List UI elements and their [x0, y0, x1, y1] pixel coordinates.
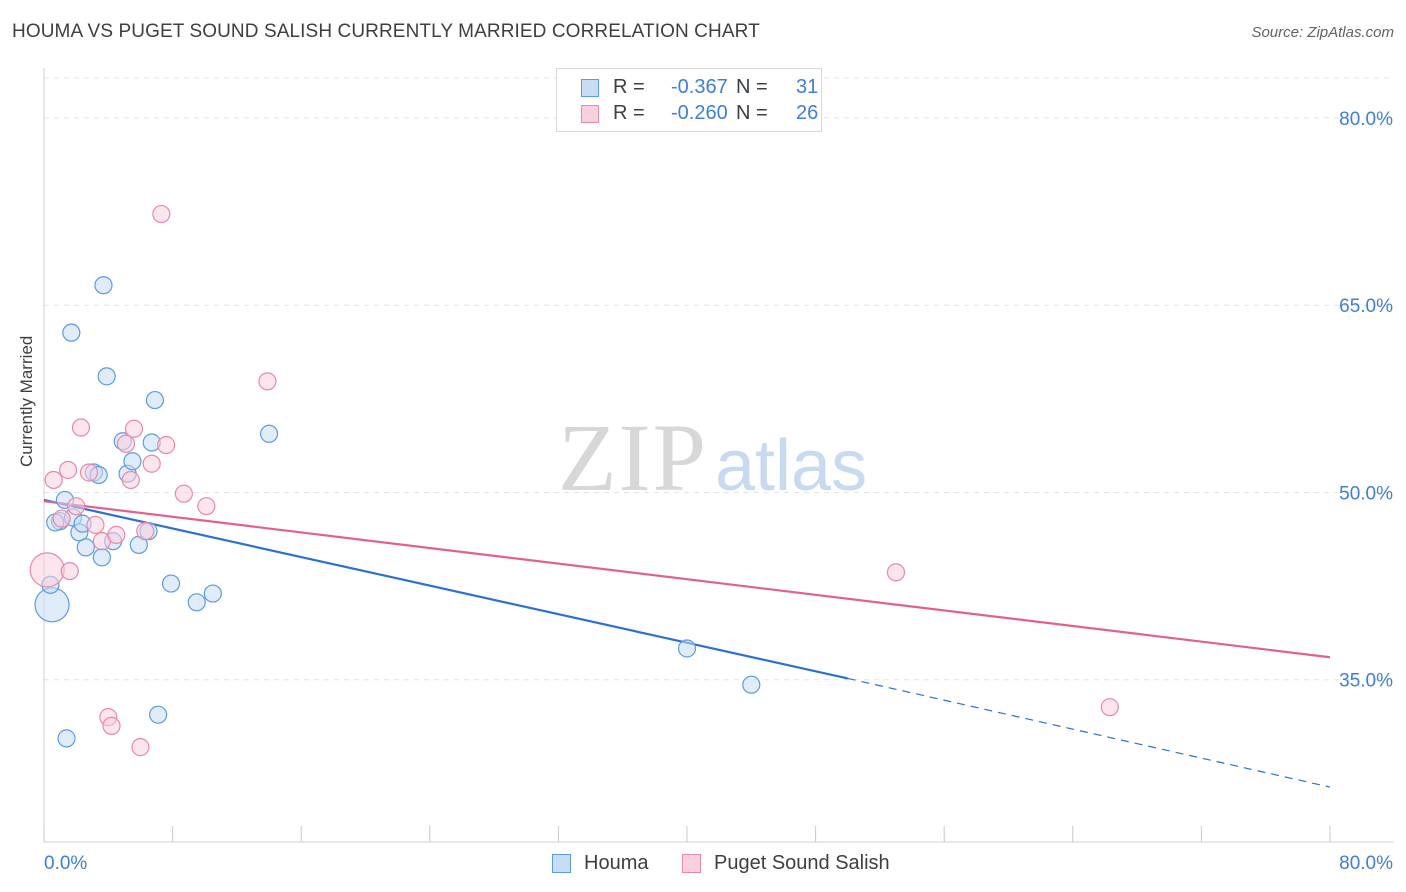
x-tick-label-min: 0.0%	[44, 853, 87, 874]
puget-legend-swatch	[682, 854, 701, 873]
data-points	[29, 204, 1119, 757]
puget-point	[52, 509, 71, 528]
correlation-legend: R = -0.367 N = 31 R = -0.260 N = 26	[556, 68, 822, 132]
houma-trend-extension	[847, 677, 1331, 788]
y-tick-label-65: 65.0%	[1339, 296, 1393, 317]
watermark-zip: ZIP	[558, 404, 708, 511]
houma-point	[57, 729, 76, 748]
houma-point	[94, 276, 113, 295]
puget-point	[124, 419, 144, 438]
houma-point	[149, 705, 168, 724]
houma-swatch	[581, 79, 599, 97]
puget-swatch	[581, 105, 599, 123]
puget-point	[107, 525, 126, 544]
houma-trend-line	[43, 498, 848, 680]
puget-point	[1100, 698, 1119, 717]
houma-point	[203, 584, 222, 603]
y-tick-label-35: 35.0%	[1339, 671, 1393, 692]
grid-lines	[44, 77, 1394, 681]
houma-n-value: 31	[796, 76, 819, 98]
puget-point	[86, 515, 105, 535]
puget-point	[60, 561, 79, 581]
houma-point	[62, 323, 81, 342]
houma-point	[92, 548, 111, 567]
puget-point	[136, 522, 155, 541]
puget-point	[44, 470, 63, 490]
y-axis-label: Currently Married	[17, 335, 36, 467]
puget-r-value: -0.260	[671, 102, 728, 124]
x-tick-label-max: 80.0%	[1339, 853, 1393, 874]
puget-point	[116, 434, 136, 453]
puget-legend-label: Puget Sound Salish	[714, 852, 890, 874]
houma-point	[161, 574, 181, 593]
houma-point	[97, 367, 116, 386]
puget-trend-line	[43, 500, 1331, 659]
trend-lines	[43, 498, 1331, 788]
puget-point	[67, 497, 86, 516]
puget-point	[142, 454, 161, 473]
houma-point	[677, 639, 697, 658]
houma-point	[76, 538, 95, 557]
houma-legend-swatch	[552, 854, 571, 873]
puget-point	[102, 716, 121, 736]
puget-point	[79, 463, 99, 482]
puget-point	[886, 563, 906, 582]
puget-point	[152, 204, 171, 224]
houma-legend-label: Houma	[584, 852, 649, 874]
houma-point	[145, 390, 165, 410]
puget-point	[131, 738, 150, 757]
houma-r-value: -0.367	[671, 76, 728, 98]
houma-point	[187, 593, 206, 612]
puget-point	[157, 435, 176, 455]
y-tick-label-50: 50.0%	[1339, 483, 1393, 504]
y-tick-label-80: 80.0%	[1339, 109, 1393, 130]
puget-point	[71, 418, 91, 437]
houma-n-label: N =	[736, 76, 768, 98]
puget-point	[29, 552, 65, 588]
houma-r-label: R =	[613, 76, 645, 98]
watermark-atlas: atlas	[715, 426, 867, 506]
puget-point	[121, 470, 140, 490]
puget-point	[197, 497, 216, 516]
source-label: Source: ZipAtlas.com	[1251, 24, 1394, 41]
watermark: ZIP atlas	[558, 404, 867, 511]
houma-point	[123, 452, 142, 471]
axes	[43, 68, 1394, 843]
tick-labels: 35.0% 50.0% 65.0% 80.0% 0.0% 80.0%	[44, 109, 1393, 874]
puget-point	[174, 484, 193, 503]
houma-point	[259, 424, 279, 443]
houma-point	[742, 675, 761, 694]
puget-n-value: 26	[796, 102, 819, 124]
chart-title: HOUMA VS PUGET SOUND SALISH CURRENTLY MA…	[12, 21, 760, 42]
puget-r-label: R =	[613, 102, 645, 124]
puget-n-label: N =	[736, 102, 768, 124]
puget-point	[59, 460, 78, 480]
puget-point	[258, 372, 277, 391]
